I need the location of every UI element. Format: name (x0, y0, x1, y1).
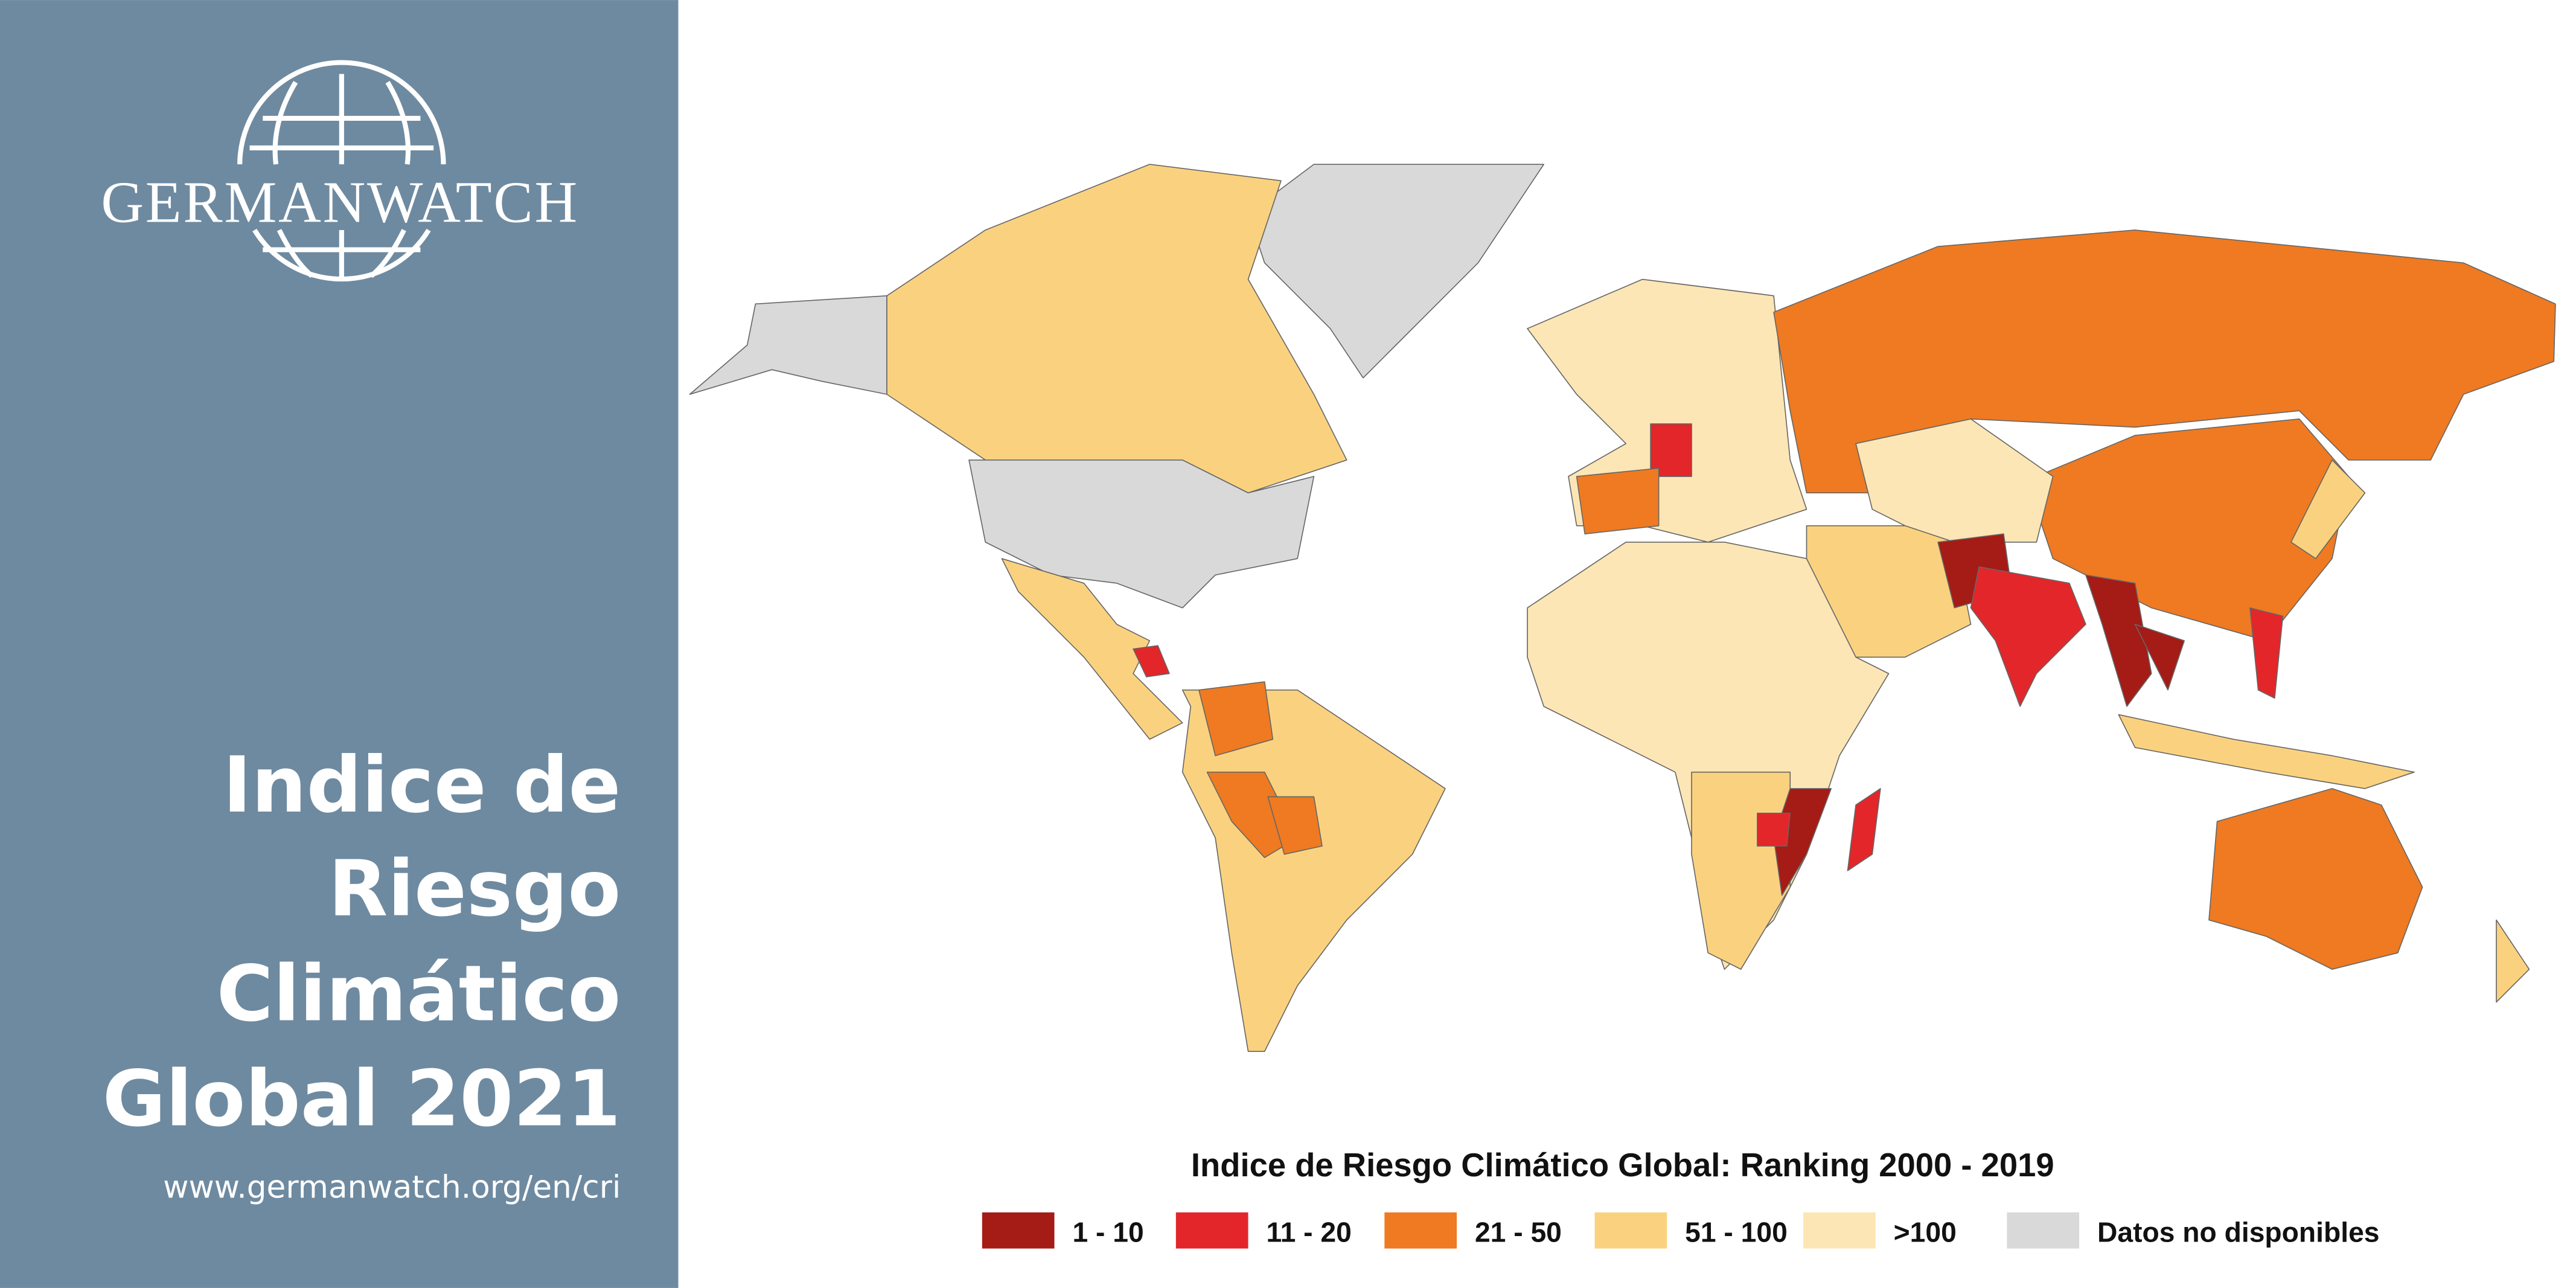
legend-swatch (1594, 1212, 1667, 1249)
legend: 1 - 10 11 - 20 21 - 50 51 - 100 >100 Datos no… (982, 1212, 2380, 1249)
region (2085, 574, 2152, 707)
legend-label: 11 - 20 (1266, 1217, 1351, 1248)
region (1970, 566, 2086, 707)
region (1650, 423, 1692, 477)
region (2496, 919, 2530, 1003)
logo-globe (237, 60, 446, 282)
title-line: Climático (217, 949, 621, 1039)
region (1691, 771, 1791, 970)
title-line: Riesgo (328, 844, 621, 934)
region (1267, 796, 1323, 855)
region (1247, 164, 1545, 379)
legend-label: 1 - 10 (1072, 1217, 1143, 1248)
region (1133, 645, 1170, 678)
region (1757, 812, 1791, 847)
title-line: Indice de (223, 740, 621, 830)
region (2208, 788, 2423, 970)
region (1001, 558, 1183, 740)
legend-swatch (1803, 1212, 1876, 1249)
region (1198, 681, 1274, 757)
legend-title: Indice de Riesgo Climático Global: Ranki… (1191, 1147, 2054, 1184)
region (2290, 459, 2366, 559)
region (689, 295, 887, 395)
region (1855, 418, 2054, 543)
world-map (689, 164, 2556, 1052)
legend-label: >100 (1894, 1217, 1957, 1248)
legend-label: 21 - 50 (1475, 1217, 1562, 1248)
title-line: Global 2021 (103, 1054, 621, 1144)
region (1206, 771, 1298, 858)
logo-text: GERMANWATCH (101, 170, 579, 235)
region (1576, 467, 1660, 535)
region (1847, 788, 1881, 871)
region (2249, 607, 2284, 699)
region (2118, 714, 2415, 789)
legend-label: 51 - 100 (1685, 1217, 1788, 1248)
sidebar (0, 0, 679, 1288)
legend-swatch (2007, 1212, 2080, 1249)
legend-label: Datos no disponibles (2097, 1217, 2380, 1248)
region (2134, 624, 2185, 691)
region (886, 164, 1347, 494)
region (1773, 229, 2556, 494)
legend-swatch (1175, 1212, 1248, 1249)
url: www.germanwatch.org/en/cri (163, 1169, 621, 1205)
legend-swatch (982, 1212, 1055, 1249)
region (1527, 278, 1807, 543)
region (968, 459, 1315, 609)
legend-swatch (1384, 1212, 1457, 1249)
